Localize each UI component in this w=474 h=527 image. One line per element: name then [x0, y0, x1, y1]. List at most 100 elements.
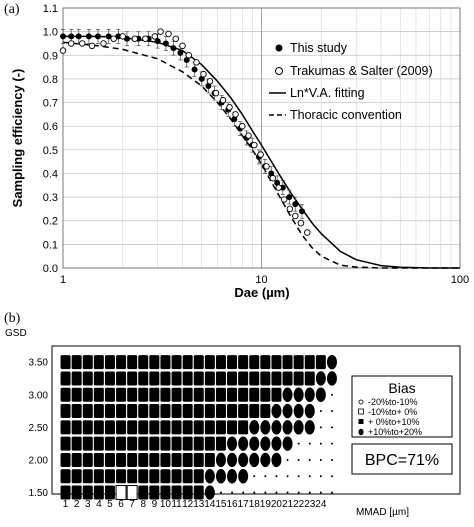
thoracic-convention-line: [62, 41, 460, 269]
mmad-tick-label: 3: [85, 499, 91, 510]
trakumas-point: [131, 35, 139, 42]
trakumas-point: [88, 42, 96, 50]
bias-cell-filled-square: [82, 355, 93, 370]
this-study-point: [183, 57, 190, 63]
bpc-value: BPC=71%: [365, 452, 439, 469]
bias-cell-filled-ellipse: [315, 387, 326, 402]
mmad-tick-label: 15: [215, 499, 227, 510]
bias-cell-filled-square: [249, 355, 260, 370]
this-study-point: [60, 33, 66, 40]
bias-cell-dot: [253, 475, 256, 478]
bias-cell-dot: [330, 426, 333, 429]
panel-a-x-axis-label: Dae (µm): [234, 285, 289, 300]
bias-cell-filled-square: [71, 420, 82, 435]
bias-cell-filled-square: [82, 469, 93, 484]
bias-cell-filled-square: [138, 469, 149, 484]
bias-cell-filled-square: [171, 469, 182, 484]
panel-a-y-axis-label: Sampling efficiency (-): [10, 69, 25, 208]
trakumas-point: [172, 35, 180, 42]
bias-cell-filled-ellipse: [204, 485, 215, 500]
bias-cell-filled-square: [204, 452, 215, 467]
bias-cell-filled-square: [116, 436, 127, 451]
bias-cell-filled-square: [204, 404, 215, 419]
mmad-tick-label: 7: [129, 499, 135, 510]
bias-cell-filled-square: [104, 371, 115, 386]
bias-cell-filled-square: [238, 371, 249, 386]
this-study-point: [286, 194, 293, 201]
trakumas-point: [151, 33, 159, 40]
bias-cell-filled-square: [116, 452, 127, 467]
trakumas-point: [185, 52, 192, 59]
trakumas-point: [245, 132, 252, 139]
bias-cell-filled-square: [93, 436, 104, 451]
bias-cell-dot: [308, 442, 311, 445]
bias-cell-filled-square: [204, 436, 215, 451]
bias-cell-filled-square: [182, 371, 193, 386]
bias-cell-filled-square: [215, 404, 226, 419]
y-tick-label: 0.4: [43, 168, 58, 180]
legend-marker-open-circle: [275, 67, 283, 75]
bias-cell-filled-square: [60, 371, 71, 386]
bias-cell-filled-square: [82, 371, 93, 386]
bias-cell-filled-square: [138, 371, 149, 386]
bias-cell-filled-square: [227, 387, 238, 402]
bias-cell-dot: [319, 491, 322, 494]
bias-cell-filled-square: [193, 485, 204, 500]
trakumas-point: [251, 141, 258, 149]
bias-cell-filled-square: [71, 355, 82, 370]
trakumas-point: [263, 163, 270, 170]
bias-cell-filled-square: [160, 420, 171, 435]
bias-legend-box: [351, 375, 453, 438]
bias-cell-dot: [286, 491, 289, 494]
bias-cell-filled-square: [238, 420, 249, 435]
panel-b-legend: Bias -20%to-10% -10%to+ 0% + 0%to+10% +1…: [351, 375, 453, 475]
this-study-point: [177, 49, 184, 56]
bias-cell-filled-ellipse: [238, 452, 249, 468]
trakumas-point: [226, 104, 233, 111]
bias-cell-dot: [231, 491, 234, 494]
bias-cell-filled-square: [204, 371, 215, 386]
bias-cell-filled-square: [260, 355, 271, 370]
bias-cell-filled-square: [82, 404, 93, 419]
bias-cell-filled-square: [149, 452, 160, 467]
bias-cell-filled-square: [271, 387, 282, 402]
trakumas-point: [100, 40, 107, 47]
mmad-tick-label: 14: [204, 499, 216, 510]
bias-cell-filled-square: [249, 387, 260, 402]
y-tick-label: 0.1: [43, 239, 58, 251]
bias-cell-filled-square: [204, 355, 215, 370]
trakumas-point: [193, 59, 200, 66]
this-study-point: [154, 38, 161, 45]
bias-cell-filled-square: [182, 355, 193, 370]
bias-cell-filled-square: [93, 420, 104, 435]
panel-a-series: [59, 28, 460, 269]
mmad-tick-label: 9: [152, 499, 158, 510]
legend-filled-ellipse-marker: [358, 428, 364, 436]
bias-cell-filled-square: [149, 404, 160, 419]
bias-cell-dot: [264, 491, 267, 494]
bias-cell-filled-square: [160, 371, 171, 386]
bias-cell-dot: [319, 410, 322, 413]
mmad-tick-label: 18: [249, 499, 261, 510]
bias-cell-filled-square: [60, 404, 71, 419]
bias-cell-dot: [297, 491, 300, 494]
legend-label-thoracic: Thoracic convention: [290, 108, 402, 122]
bias-cell-filled-square: [182, 420, 193, 435]
bias-cell-filled-square: [182, 404, 193, 419]
bias-cell-filled-square: [293, 371, 304, 386]
bias-cell-filled-ellipse: [227, 436, 238, 451]
bias-cell-filled-square: [60, 387, 71, 402]
trakumas-point: [200, 70, 207, 78]
bias-cell-filled-ellipse: [293, 387, 304, 402]
x-tick-label: 1: [60, 274, 66, 286]
bias-cell-dot: [319, 426, 322, 429]
bias-cell-filled-square: [204, 387, 215, 402]
legend-marker-filled-circle: [275, 44, 283, 52]
trakumas-point: [157, 28, 164, 35]
bias-cell-filled-square: [127, 355, 138, 370]
trakumas-point: [206, 78, 214, 85]
trakumas-point: [232, 111, 239, 118]
bias-cell-filled-square: [171, 387, 182, 402]
bias-cell-filled-square: [71, 452, 82, 467]
